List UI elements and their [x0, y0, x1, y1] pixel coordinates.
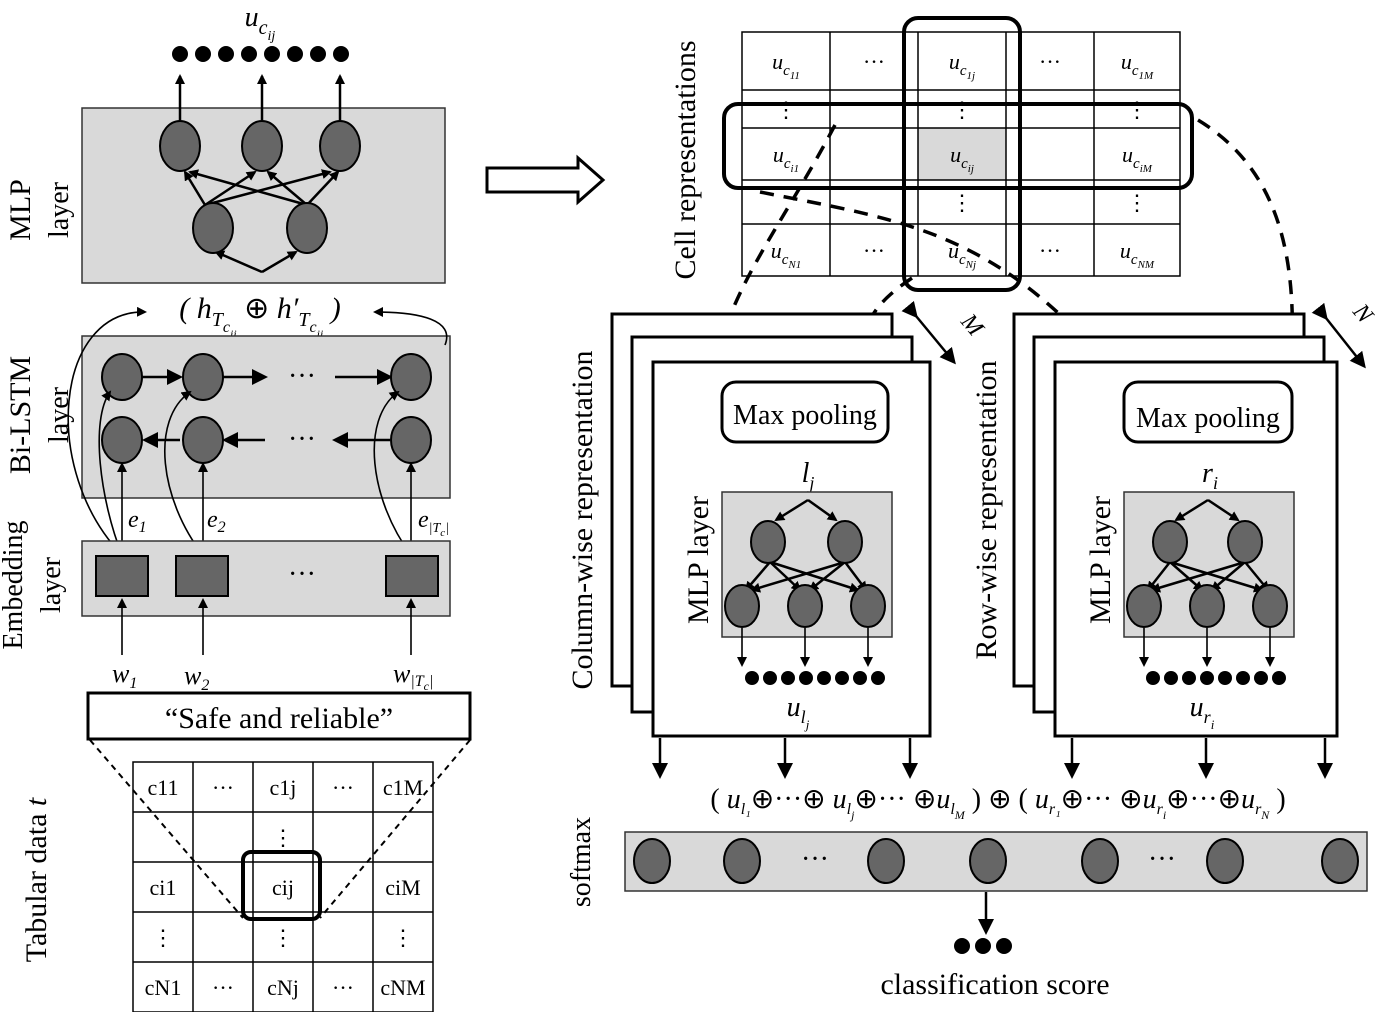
table-cell: ⋮	[392, 925, 414, 950]
cell-repr-cell: ⋮	[951, 97, 973, 122]
sheet-output-arrows	[652, 738, 1333, 779]
n-label: N	[1347, 298, 1379, 329]
phrase-text: “Safe and reliable”	[165, 702, 393, 735]
col-max-pooling-label: Max pooling	[733, 400, 877, 431]
table-cell: ci1	[150, 875, 177, 900]
row-mlp-label: MLP layer	[1084, 496, 1117, 624]
row-wise-label: Row-wise representation	[970, 360, 1003, 659]
bilstm-ellipsis-top: ···	[288, 361, 316, 392]
row-mlp-network	[1126, 498, 1288, 685]
cell-repr-cell: uc1j	[949, 49, 975, 82]
cell-repr-cell: ucNM	[1120, 238, 1155, 271]
table-cell: ⋮	[272, 925, 294, 950]
table-cell: cN1	[145, 975, 182, 1000]
table-cell: c1M	[383, 775, 423, 800]
classification-dots	[954, 938, 1012, 954]
softmax-ellipsis-right: ···	[1148, 844, 1176, 875]
embedding-units	[95, 555, 439, 655]
embedding-label-2: layer	[36, 556, 67, 613]
column-highlight	[902, 16, 1022, 292]
cell-repr-cell: ⋮	[775, 97, 797, 122]
row-max-pooling-box	[1122, 380, 1294, 444]
embedding-label-1: Embedding	[0, 520, 29, 649]
cell-repr-cell: ucN1	[771, 238, 802, 271]
table-cell: ···	[332, 775, 354, 800]
transition-arrow	[485, 154, 606, 206]
bilstm-layer-box	[81, 335, 451, 499]
cell-representation-grid	[741, 31, 1181, 277]
cell-repr-cell: ···	[1039, 49, 1061, 74]
n-double-arrow	[1311, 302, 1366, 369]
softmax-label: softmax	[566, 817, 597, 907]
cell-repr-cell: uciM	[1122, 142, 1153, 175]
w1-label: w1	[112, 659, 137, 692]
cell-repr-cell: ···	[1039, 238, 1061, 263]
m-label: M	[955, 308, 990, 342]
row-max-pooling-label: Max pooling	[1136, 403, 1280, 434]
cell-repr-cell: ···	[863, 49, 885, 74]
cell-repr-cell: uci1	[773, 142, 799, 175]
column-wise-label: Column-wise representation	[566, 350, 599, 689]
mlp-label-1: MLP	[4, 179, 37, 241]
cell-repr-cell: ⋮	[1126, 190, 1148, 215]
tabular-data-cells: c11 ··· c1j ··· c1M ⋮ ci1 cij ciM ⋮ ⋮ ⋮ cN1 ··· cNj ···…	[145, 775, 426, 1000]
table-cell: ···	[332, 975, 354, 1000]
table-cell: ⋮	[152, 925, 174, 950]
row-highlight	[722, 102, 1194, 190]
cell-repr-cell: uc1M	[1121, 49, 1154, 82]
funnel-right	[319, 739, 471, 919]
table-cell: ciM	[385, 875, 420, 900]
bilstm-ellipsis-bottom: ···	[288, 424, 316, 455]
table-cell: c11	[148, 775, 179, 800]
tabular-data-grid	[132, 761, 434, 1012]
wT-label: w|Tc|	[393, 659, 433, 693]
phrase-box	[86, 691, 472, 741]
table-cell: cNj	[267, 975, 299, 1000]
table-cell: ···	[212, 975, 234, 1000]
m-double-arrow	[901, 300, 956, 365]
table-cell: cNM	[380, 975, 425, 1000]
mlp-label-2: layer	[44, 181, 75, 238]
e1-label: e1	[128, 507, 147, 536]
col-mlp-label: MLP layer	[682, 496, 715, 624]
cell-repr-cell: ···	[863, 238, 885, 263]
mlp-output-label: ucij	[245, 2, 276, 44]
table-cell: cij	[272, 875, 294, 900]
w2-label: w2	[184, 661, 209, 694]
concat-expression: ( ul₁⊕···⊕ ulj⊕··· ⊕ulM ) ⊕ ( ur₁⊕··· ⊕u…	[710, 784, 1285, 822]
embedding-ellipsis: ···	[288, 559, 316, 590]
softmax-ellipsis-left: ···	[801, 844, 829, 875]
mlp-network	[159, 74, 361, 274]
cell-repr-cell: ⋮	[1126, 97, 1148, 122]
table-cell: ⋮	[272, 825, 294, 850]
e2-label: e2	[207, 507, 226, 536]
tabular-data-label: Tabular data t	[20, 797, 53, 962]
bilstm-label-1: Bi-LSTM	[4, 356, 37, 474]
cell-repr-cell: ⋮	[951, 190, 973, 215]
col-max-pooling-box	[720, 380, 890, 444]
table-cell: ···	[212, 775, 234, 800]
classification-score-label: classification score	[880, 968, 1109, 1001]
bilstm-network	[67, 306, 448, 556]
softmax-nodes	[633, 838, 1359, 884]
table-cell: c1j	[270, 775, 297, 800]
bilstm-concat-label: ( hTcij ⊕ h′Tcij )	[179, 292, 341, 341]
cell-representations-label: Cell representations	[669, 40, 702, 279]
col-mlp-network	[724, 498, 886, 685]
eT-label: e|Tc|	[418, 507, 449, 539]
cell-repr-cell: uc11	[772, 49, 800, 82]
mlp-output-dots	[172, 46, 349, 62]
